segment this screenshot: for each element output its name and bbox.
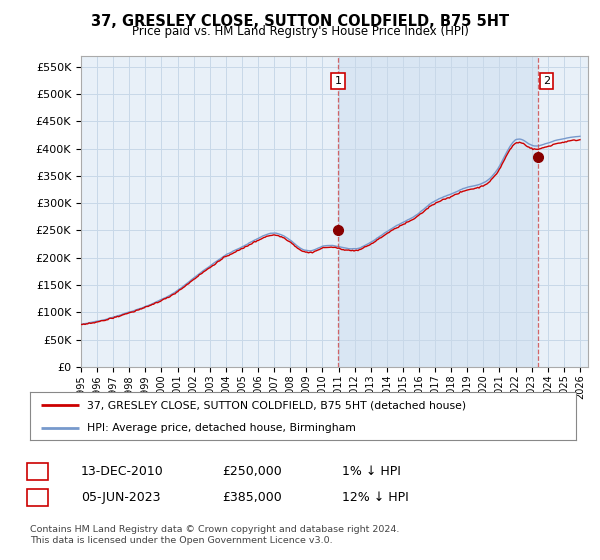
Text: 1: 1 [34, 465, 41, 478]
Text: 37, GRESLEY CLOSE, SUTTON COLDFIELD, B75 5HT (detached house): 37, GRESLEY CLOSE, SUTTON COLDFIELD, B75… [88, 400, 466, 410]
Text: 13-DEC-2010: 13-DEC-2010 [81, 465, 164, 478]
Text: 2: 2 [34, 491, 41, 504]
Text: 12% ↓ HPI: 12% ↓ HPI [342, 491, 409, 504]
Text: 1% ↓ HPI: 1% ↓ HPI [342, 465, 401, 478]
Text: Price paid vs. HM Land Registry's House Price Index (HPI): Price paid vs. HM Land Registry's House … [131, 25, 469, 38]
Text: £250,000: £250,000 [222, 465, 282, 478]
Text: 1: 1 [334, 76, 341, 86]
Text: 37, GRESLEY CLOSE, SUTTON COLDFIELD, B75 5HT: 37, GRESLEY CLOSE, SUTTON COLDFIELD, B75… [91, 14, 509, 29]
Text: 2: 2 [543, 76, 550, 86]
Text: £385,000: £385,000 [222, 491, 282, 504]
Text: HPI: Average price, detached house, Birmingham: HPI: Average price, detached house, Birm… [88, 423, 356, 433]
Text: Contains HM Land Registry data © Crown copyright and database right 2024.
This d: Contains HM Land Registry data © Crown c… [30, 525, 400, 545]
Bar [338, 56, 538, 367]
Text: 05-JUN-2023: 05-JUN-2023 [81, 491, 161, 504]
